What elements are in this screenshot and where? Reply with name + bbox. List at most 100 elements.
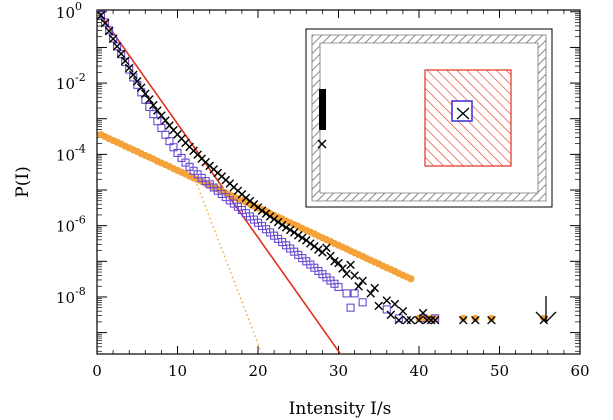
black-cross-point [394, 315, 404, 325]
dotted-fit-line [192, 175, 263, 354]
purple-square-point [105, 26, 114, 35]
black-cross-point [128, 70, 138, 80]
black-cross-point [402, 315, 412, 325]
orange-circle-point [459, 314, 467, 322]
purple-square-point [133, 80, 142, 89]
black-cross-point [100, 18, 110, 28]
x-tick-label: 20 [248, 362, 267, 380]
black-cross-point [297, 233, 307, 243]
black-cross-point [386, 310, 396, 320]
inset-black-cross [456, 107, 470, 120]
black-cross-point [430, 315, 440, 325]
orange-circle-point [471, 314, 479, 322]
black-cross-point [273, 217, 283, 227]
inset-wall-cross [317, 139, 327, 149]
purple-square-point [394, 314, 403, 323]
y-tick-label: 10 [56, 146, 75, 164]
purple-square-point [125, 65, 134, 74]
black-cross-point [269, 214, 279, 224]
black-cross-point [390, 299, 400, 309]
black-cross-point [112, 42, 122, 51]
black-cross-point [326, 251, 335, 261]
purple-square-point [157, 123, 166, 133]
orange-circle-point [431, 314, 439, 322]
black-cross-point [382, 296, 392, 305]
black-cross-point [261, 209, 271, 218]
black-cross-point [406, 315, 416, 325]
y-tick-exponent: 0 [75, 0, 82, 13]
purple-square-point [358, 298, 367, 307]
y-tick-exponent: -8 [75, 285, 86, 298]
black-cross-point [422, 315, 432, 325]
purple-square-point [346, 303, 355, 312]
black-cross-point [108, 34, 118, 44]
purple-square-point [121, 57, 130, 67]
black-cross-point [334, 258, 343, 268]
black-cross-point [342, 269, 351, 279]
series-layer [97, 10, 549, 354]
purple-square-point [382, 305, 391, 314]
black-cross-point [97, 11, 106, 20]
orange-circle-point [407, 275, 415, 283]
purple-square-point [101, 18, 110, 27]
down-arrow-annotation [535, 296, 557, 323]
purple-square-point [113, 42, 122, 51]
black-cross-point [370, 283, 380, 293]
purple-square-point [109, 34, 118, 43]
black-cross-point [338, 264, 347, 273]
orange-circle-point [487, 314, 496, 322]
x-tick-label: 0 [92, 362, 102, 380]
black-cross-point [306, 239, 315, 248]
purple-square-point [334, 282, 343, 292]
black-cross-point [358, 276, 367, 286]
x-tick-label: 40 [409, 362, 428, 380]
y-tick-exponent: -2 [75, 71, 86, 84]
x-tick-label: 60 [570, 362, 589, 380]
black-cross-point [265, 212, 275, 221]
black-cross-point [145, 95, 154, 104]
black-cross-point [418, 308, 428, 318]
y-tick-label: 10 [56, 75, 75, 93]
black-cross-point [354, 281, 363, 291]
black-cross-point [398, 306, 408, 316]
black-cross-point [346, 260, 355, 270]
black-cross-point [120, 56, 130, 66]
y-tick-exponent: -6 [75, 214, 86, 227]
inset-hatched-wall [311, 34, 547, 202]
black-cross-point [257, 206, 267, 215]
black-cross-point [281, 223, 291, 232]
y-axis-title: P(I) [13, 166, 33, 197]
inset-blue-square [451, 100, 473, 122]
black-cross-point [141, 89, 150, 99]
y-tick-exponent: -4 [75, 142, 86, 155]
black-cross-point [322, 243, 331, 253]
black-cross-point [458, 315, 468, 325]
inset-wall-markers [319, 89, 326, 130]
y-tick-label: 10 [56, 4, 75, 22]
purple-square-point [350, 289, 359, 298]
black-cross-point [149, 100, 158, 110]
x-tick-label: 50 [490, 362, 509, 380]
black-cross-point [414, 315, 424, 325]
black-cross-point [116, 49, 126, 59]
black-cross-point [426, 315, 436, 325]
y-tick-label: 10 [56, 289, 75, 307]
black-cross-point [136, 83, 146, 93]
purple-square-point [97, 10, 106, 19]
y-tick-label: 10 [56, 218, 75, 236]
x-tick-label: 10 [168, 362, 187, 380]
black-cross-point [471, 315, 480, 325]
x-axis-title: Intensity I/s [289, 399, 392, 419]
black-cross-point [374, 301, 384, 311]
black-cross-point [289, 228, 299, 237]
black-cross-point [124, 63, 134, 73]
black-cross-point [104, 26, 114, 36]
purple-square-point [418, 314, 428, 323]
inset-diagram [305, 28, 553, 208]
purple-square-point [431, 314, 440, 323]
black-cross-point [314, 245, 323, 254]
black-cross-point [366, 289, 375, 298]
black-cross-point [285, 225, 295, 235]
